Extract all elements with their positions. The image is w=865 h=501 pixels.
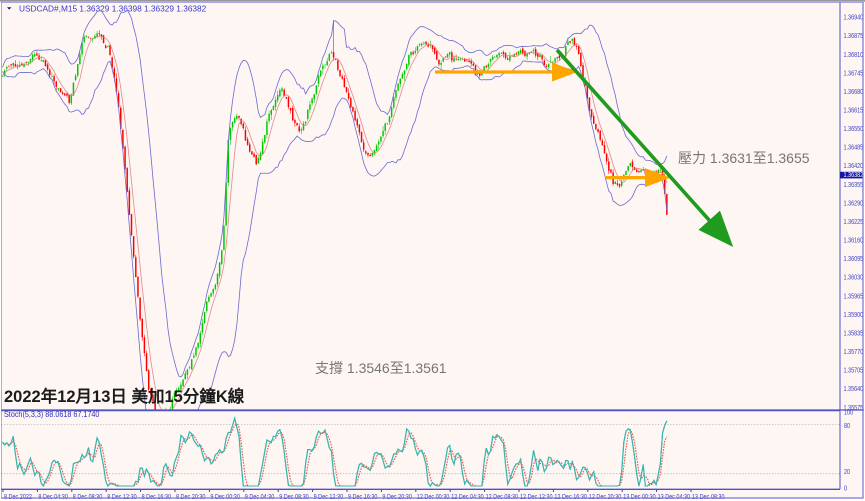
svg-text:USDCAD#,M15 1.36329 1.36398: USDCAD#,M15 1.36329 1.36398 1.36329 1.36… <box>19 3 207 13</box>
svg-text:1.36680: 1.36680 <box>844 88 864 96</box>
svg-text:1.36940: 1.36940 <box>844 14 864 22</box>
svg-text:1.36485: 1.36485 <box>844 144 864 152</box>
svg-text:1.36355: 1.36355 <box>844 181 864 189</box>
svg-text:1.36382: 1.36382 <box>844 171 864 179</box>
svg-text:1.36095: 1.36095 <box>844 256 864 264</box>
svg-text:0: 0 <box>844 485 847 493</box>
svg-text:壓力 1.3631至1.3655: 壓力 1.3631至1.3655 <box>678 150 810 166</box>
svg-text:1.35900: 1.35900 <box>844 311 864 319</box>
svg-text:1.36615: 1.36615 <box>844 107 864 115</box>
svg-text:1.36420: 1.36420 <box>844 163 864 171</box>
svg-text:1.36160: 1.36160 <box>844 237 864 245</box>
svg-text:1.35835: 1.35835 <box>844 330 864 338</box>
svg-text:1.35770: 1.35770 <box>844 348 864 356</box>
svg-text:1.36550: 1.36550 <box>844 126 864 134</box>
svg-text:1.35640: 1.35640 <box>844 386 864 394</box>
svg-text:支撐 1.3546至1.3561: 支撐 1.3546至1.3561 <box>315 360 447 376</box>
svg-text:1.35965: 1.35965 <box>844 293 864 301</box>
svg-text:1.36030: 1.36030 <box>844 274 864 282</box>
svg-text:1.36875: 1.36875 <box>844 33 864 41</box>
svg-text:1.36290: 1.36290 <box>844 200 864 208</box>
svg-text:Stoch(5,3,3) 88.0618 67.1740: Stoch(5,3,3) 88.0618 67.1740 <box>4 410 100 420</box>
svg-text:100: 100 <box>844 409 854 417</box>
svg-text:80: 80 <box>844 423 851 431</box>
svg-text:20: 20 <box>844 468 851 476</box>
svg-text:1.36745: 1.36745 <box>844 70 864 78</box>
svg-text:1.35705: 1.35705 <box>844 367 864 375</box>
svg-text:1.36225: 1.36225 <box>844 218 864 226</box>
svg-text:1.36810: 1.36810 <box>844 51 864 59</box>
svg-text:2022年12月13日 美加15分鐘K線: 2022年12月13日 美加15分鐘K線 <box>4 386 245 406</box>
